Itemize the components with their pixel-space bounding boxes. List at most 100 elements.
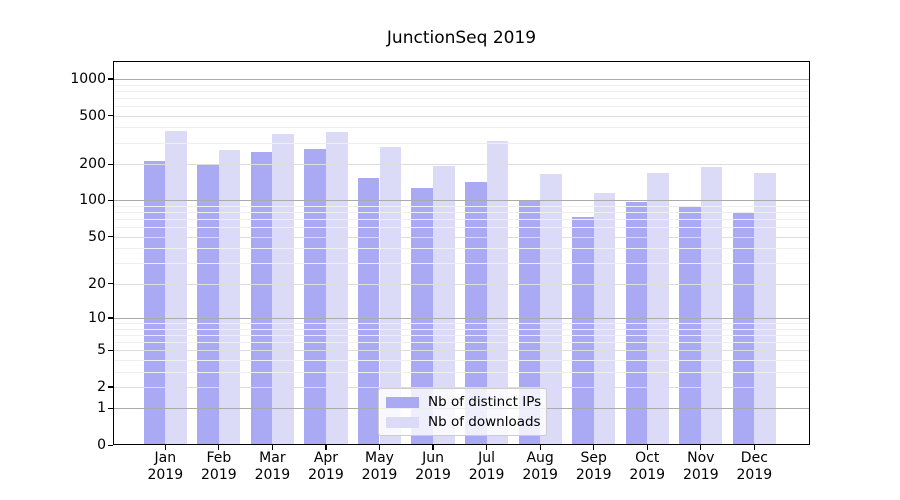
y-tick-mark-2 bbox=[108, 386, 113, 388]
gridline-minor-800 bbox=[113, 90, 810, 92]
x-tick-label-apr: Apr 2019 bbox=[308, 450, 344, 483]
gridline-minor-400 bbox=[113, 127, 810, 129]
x-tick-label-jan: Jan 2019 bbox=[147, 450, 184, 483]
bar-downloads-may bbox=[379, 147, 402, 445]
y-tick-mark-10 bbox=[108, 317, 113, 319]
gridline-1000 bbox=[113, 78, 810, 80]
gridline-5 bbox=[113, 350, 810, 352]
gridline-50 bbox=[113, 236, 810, 238]
gridline-500 bbox=[113, 115, 810, 117]
gridline-minor-60 bbox=[113, 227, 810, 229]
gridline-minor-900 bbox=[113, 84, 810, 86]
bar-distinct-ips-sep bbox=[572, 216, 594, 445]
gridline-minor-30 bbox=[113, 263, 810, 265]
y-tick-mark-0 bbox=[108, 444, 113, 446]
bar-distinct-ips-aug bbox=[518, 200, 541, 445]
x-tick-label-feb: Feb 2019 bbox=[201, 450, 237, 483]
x-tick-mark-sep bbox=[593, 445, 595, 450]
y-tick-label-1: 1 bbox=[97, 400, 106, 417]
y-tick-mark-1 bbox=[108, 407, 113, 410]
x-tick-mark-aug bbox=[539, 445, 541, 450]
x-tick-mark-nov bbox=[700, 445, 702, 450]
gridline-minor-6 bbox=[113, 341, 810, 343]
y-tick-mark-50 bbox=[108, 236, 113, 238]
y-tick-mark-20 bbox=[108, 283, 113, 285]
y-tick-label-10: 10 bbox=[88, 309, 106, 326]
x-tick-mark-may bbox=[378, 445, 381, 450]
legend-label-downloads: Nb of downloads bbox=[428, 414, 541, 430]
gridline-minor-600 bbox=[113, 105, 810, 107]
bar-downloads-feb bbox=[218, 149, 241, 445]
x-tick-mark-jun bbox=[432, 445, 434, 450]
gridline-minor-70 bbox=[113, 219, 810, 221]
legend-swatch-downloads bbox=[386, 416, 419, 428]
x-tick-mark-jan bbox=[164, 445, 166, 450]
legend-label-distinct-ips: Nb of distinct IPs bbox=[428, 394, 542, 410]
gridline-minor-7 bbox=[113, 334, 810, 336]
x-tick-label-oct: Oct 2019 bbox=[629, 450, 666, 483]
bar-downloads-jul bbox=[486, 140, 509, 445]
gridline-20 bbox=[113, 283, 810, 285]
gridline-200 bbox=[113, 164, 810, 165]
x-tick-label-mar: Mar 2019 bbox=[254, 450, 291, 483]
bar-distinct-ips-apr bbox=[304, 149, 326, 445]
legend: Nb of distinct IPs Nb of downloads bbox=[378, 388, 547, 436]
x-tick-label-may: May 2019 bbox=[361, 450, 398, 483]
gridline-minor-90 bbox=[113, 205, 810, 207]
bar-distinct-ips-dec bbox=[732, 211, 755, 445]
y-tick-label-1000: 1000 bbox=[70, 70, 106, 87]
bar-distinct-ips-feb bbox=[197, 164, 219, 445]
gridline-100 bbox=[113, 200, 810, 202]
x-tick-mark-feb bbox=[218, 445, 220, 450]
x-tick-label-jul: Jul 2019 bbox=[468, 450, 505, 483]
y-tick-mark-500 bbox=[108, 115, 113, 117]
y-tick-label-50: 50 bbox=[88, 228, 106, 245]
gridline-minor-40 bbox=[113, 248, 810, 250]
bar-distinct-ips-nov bbox=[679, 205, 701, 445]
bar-downloads-apr bbox=[325, 131, 348, 445]
bar-downloads-mar bbox=[272, 133, 295, 445]
x-tick-label-dec: Dec 2019 bbox=[736, 450, 773, 483]
gridline-minor-8 bbox=[113, 328, 810, 330]
x-tick-mark-dec bbox=[753, 445, 755, 450]
y-tick-label-100: 100 bbox=[79, 192, 106, 209]
y-tick-label-2: 2 bbox=[97, 378, 106, 395]
legend-swatch-distinct-ips bbox=[386, 396, 419, 408]
y-tick-mark-100 bbox=[108, 199, 113, 202]
y-tick-label-5: 5 bbox=[97, 342, 106, 359]
bar-downloads-aug bbox=[540, 174, 562, 445]
bar-distinct-ips-may bbox=[357, 177, 380, 445]
x-tick-mark-mar bbox=[271, 445, 274, 450]
y-tick-label-20: 20 bbox=[88, 275, 106, 292]
gridline-minor-700 bbox=[113, 97, 810, 99]
gridline-minor-3 bbox=[113, 371, 810, 373]
x-tick-label-nov: Nov 2019 bbox=[682, 450, 719, 483]
gridline-minor-4 bbox=[113, 359, 810, 361]
x-tick-label-sep: Sep 2019 bbox=[575, 450, 612, 483]
x-tick-mark-jul bbox=[485, 445, 488, 450]
gridline-10 bbox=[113, 317, 810, 319]
x-tick-mark-oct bbox=[646, 445, 648, 450]
bar-downloads-jan bbox=[165, 130, 187, 445]
gridline-minor-300 bbox=[113, 142, 810, 144]
bar-distinct-ips-jan bbox=[143, 161, 166, 445]
legend-item-downloads: Nb of downloads bbox=[386, 414, 541, 430]
gridline-minor-9 bbox=[113, 323, 810, 324]
gridline-minor-80 bbox=[113, 212, 810, 214]
legend-item-distinct-ips: Nb of distinct IPs bbox=[386, 394, 542, 410]
y-tick-mark-200 bbox=[108, 163, 113, 165]
x-tick-label-jun: Jun 2019 bbox=[415, 450, 451, 483]
gridline-2 bbox=[113, 386, 810, 388]
x-tick-mark-apr bbox=[325, 445, 327, 450]
y-tick-label-500: 500 bbox=[79, 107, 106, 124]
x-tick-label-aug: Aug 2019 bbox=[522, 450, 558, 483]
bar-downloads-jun bbox=[433, 166, 455, 445]
y-tick-label-200: 200 bbox=[79, 156, 106, 172]
bar-downloads-dec bbox=[754, 172, 776, 445]
bar-distinct-ips-jun bbox=[411, 188, 434, 445]
y-tick-mark-5 bbox=[108, 349, 113, 351]
